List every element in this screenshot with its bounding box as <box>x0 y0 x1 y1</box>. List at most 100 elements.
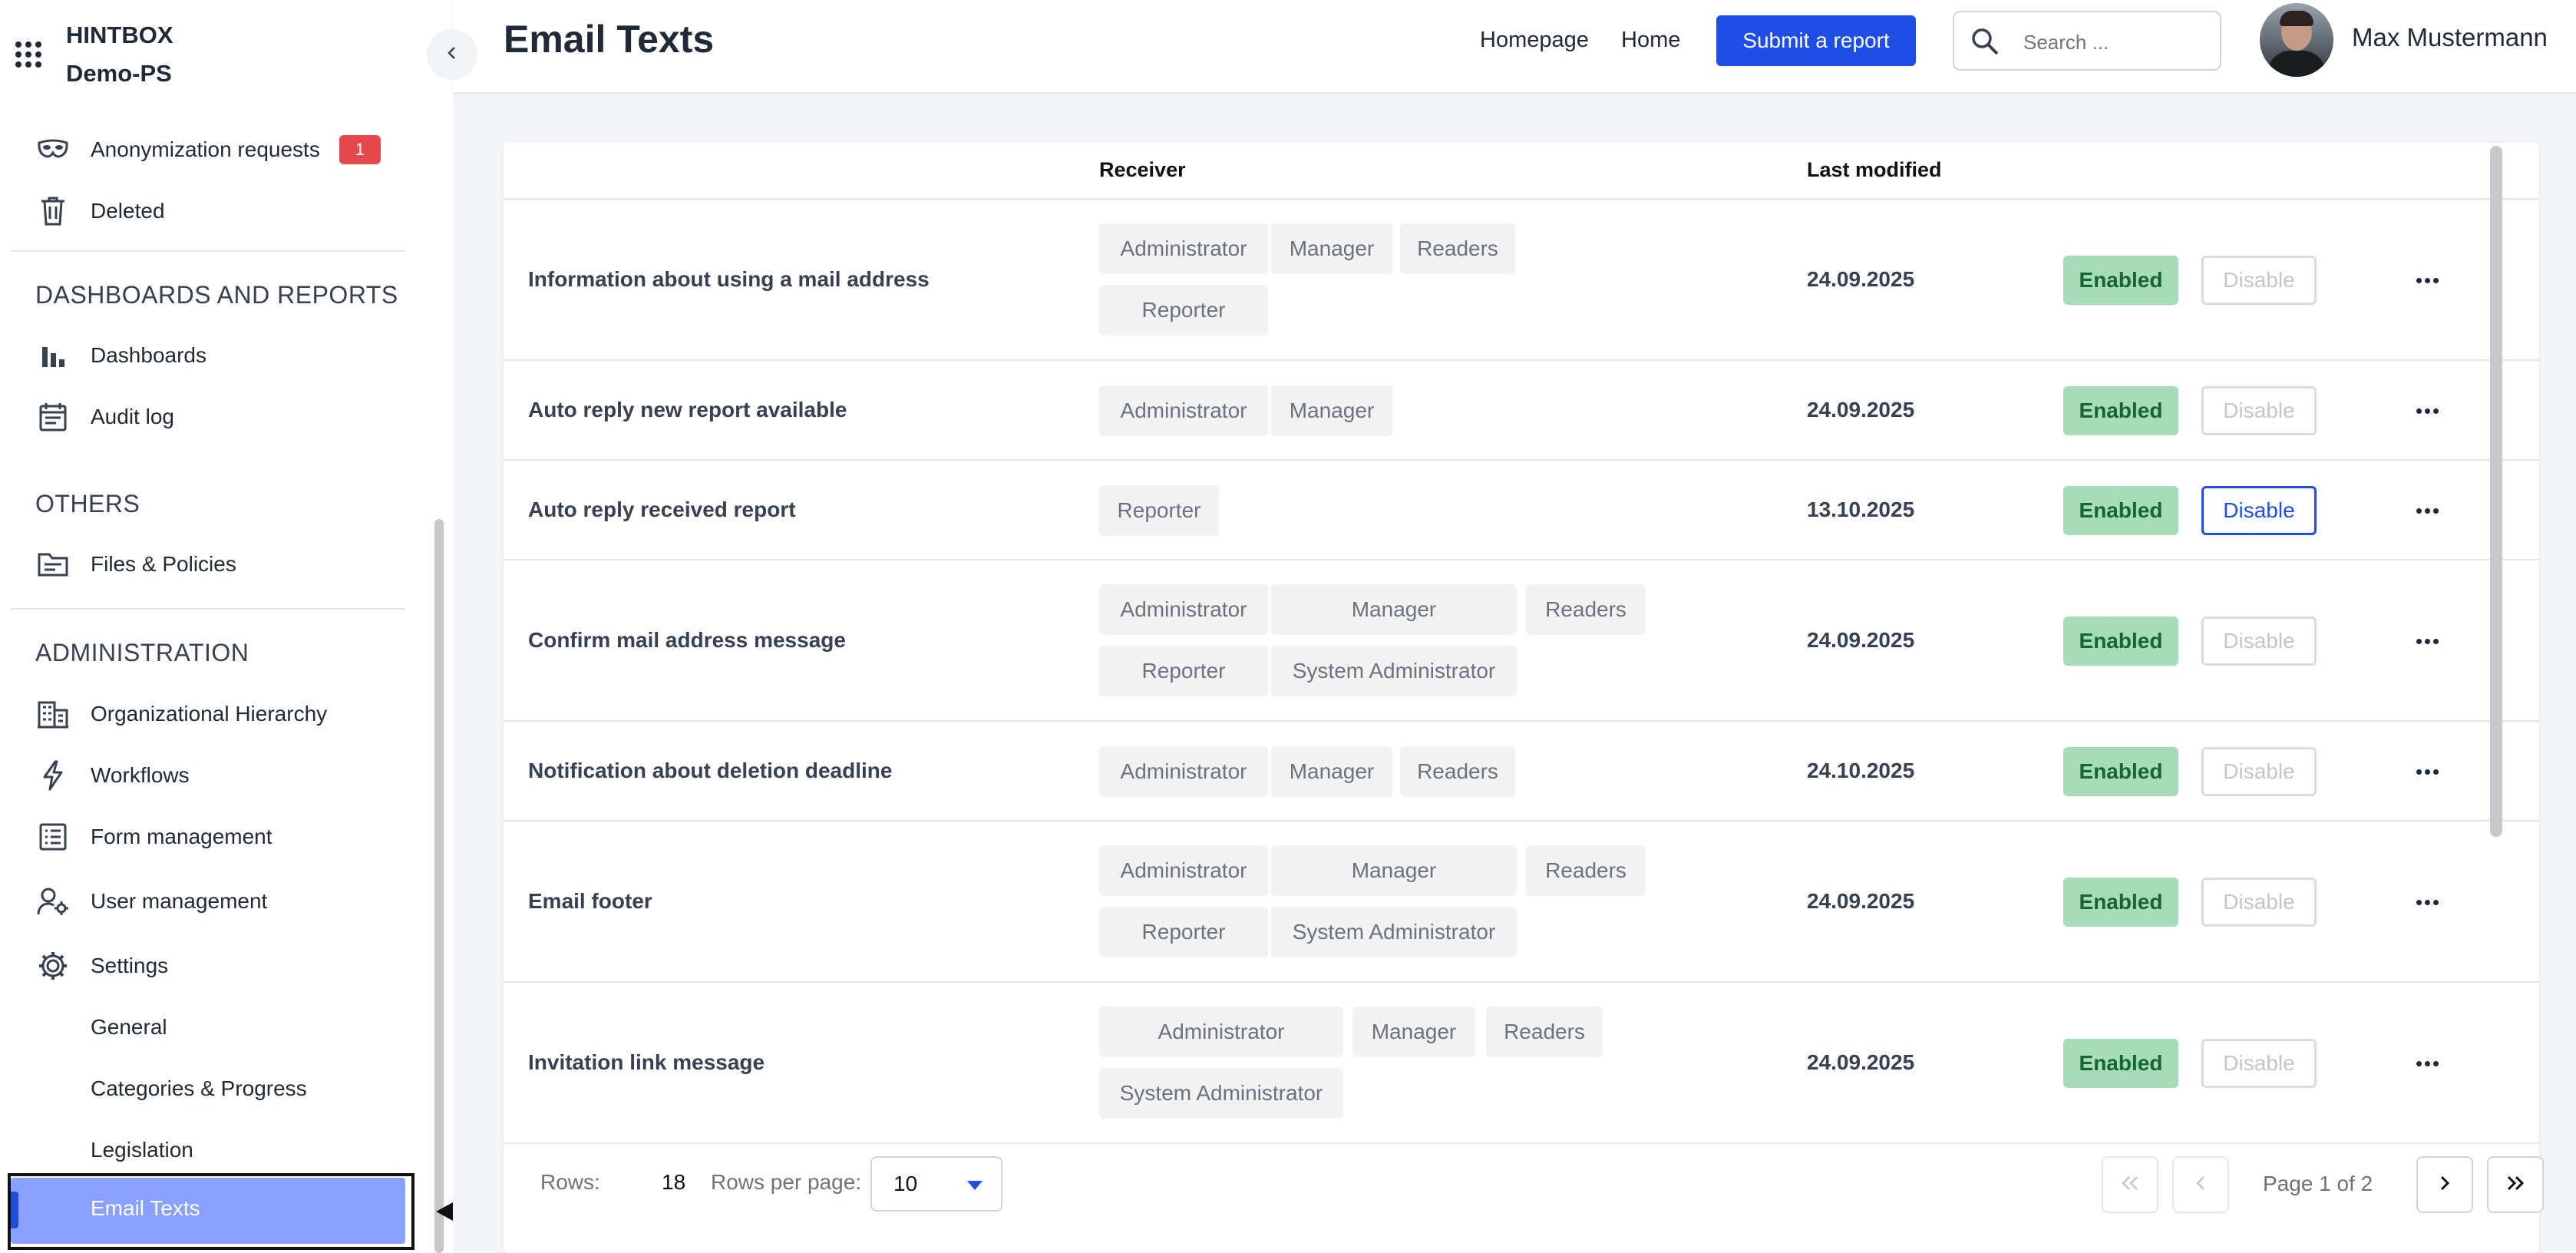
submit-report-button[interactable]: Submit a report <box>1716 15 1916 66</box>
disable-button[interactable]: Disable <box>2201 256 2317 305</box>
sidebar-item-workflows[interactable]: Workflows <box>0 751 430 800</box>
last-modified-date: 24.09.2025 <box>1807 889 1915 913</box>
sidebar-item-anonymization-requests[interactable]: Anonymization requests 1 <box>0 125 430 174</box>
brand-header: HINTBOX Demo-PS <box>0 0 453 123</box>
highlight-frame <box>8 1173 414 1250</box>
email-text-name[interactable]: Email footer <box>528 889 652 913</box>
more-options-icon[interactable] <box>2412 887 2442 917</box>
more-options-icon[interactable] <box>2412 395 2442 426</box>
next-page-button[interactable] <box>2416 1156 2473 1213</box>
more-options-icon[interactable] <box>2412 756 2442 787</box>
email-text-name[interactable]: Invitation link message <box>528 1050 765 1074</box>
table-row[interactable]: Auto reply new report available Administr… <box>504 361 2539 461</box>
sidebar-item-dashboards[interactable]: Dashboards <box>0 331 430 380</box>
enabled-status-button[interactable]: Enabled <box>2063 747 2178 796</box>
sidebar-item-form-management[interactable]: Form management <box>0 812 430 861</box>
sidebar-item-categories-progress[interactable]: Categories & Progress <box>0 1064 430 1113</box>
more-options-icon[interactable] <box>2412 495 2442 526</box>
homepage-link[interactable]: Homepage <box>1480 28 1589 52</box>
apps-grid-icon[interactable] <box>15 41 41 68</box>
sidebar-item-files-policies[interactable]: Files & Policies <box>0 540 430 589</box>
home-link[interactable]: Home <box>1621 28 1681 52</box>
disable-button[interactable]: Disable <box>2201 1039 2317 1088</box>
disable-button[interactable]: Disable <box>2201 386 2317 435</box>
table-row[interactable]: Notification about deletion deadline Admi… <box>504 722 2539 822</box>
top-bar: Email Texts Homepage Home Submit a repor… <box>453 0 2576 92</box>
section-title-administration: ADMINISTRATION <box>35 639 249 666</box>
collapse-sidebar-button[interactable] <box>427 29 477 80</box>
last-modified-date: 24.09.2025 <box>1807 267 1915 291</box>
sidebar-item-legislation[interactable]: Legislation <box>0 1126 430 1175</box>
last-page-button[interactable] <box>2487 1156 2544 1213</box>
more-options-icon[interactable] <box>2412 265 2442 296</box>
receiver-chip: Manager <box>1271 223 1392 274</box>
email-text-name[interactable]: Auto reply new report available <box>528 398 847 422</box>
gear-icon <box>35 948 71 984</box>
sidebar-item-label: Legislation <box>91 1138 193 1162</box>
sidebar-item-deleted[interactable]: Deleted <box>0 187 430 236</box>
search-box[interactable] <box>1953 11 2221 71</box>
column-header-last-modified: Last modified <box>1807 158 1942 181</box>
email-text-name[interactable]: Notification about deletion deadline <box>528 759 893 782</box>
user-gear-icon <box>35 884 71 919</box>
active-marker <box>11 1192 18 1228</box>
enabled-status-button[interactable]: Enabled <box>2063 878 2178 927</box>
email-text-name[interactable]: Auto reply received report <box>528 498 796 521</box>
email-text-name[interactable]: Confirm mail address message <box>528 628 846 652</box>
sidebar-item-user-management[interactable]: User management <box>0 877 430 926</box>
disable-button[interactable]: Disable <box>2201 747 2317 796</box>
user-name[interactable]: Max Mustermann <box>2352 23 2548 51</box>
table-row[interactable]: Information about using a mail address Ad… <box>504 200 2539 361</box>
table-row[interactable]: Email footer Administrator Manager Readers R… <box>504 822 2539 983</box>
enabled-status-button[interactable]: Enabled <box>2063 386 2178 435</box>
email-text-name[interactable]: Information about using a mail address <box>528 267 930 291</box>
disable-button[interactable]: Disable <box>2201 486 2317 535</box>
rows-per-page-value: 10 <box>893 1172 918 1195</box>
sidebar-item-settings[interactable]: Settings <box>0 941 430 990</box>
previous-page-button[interactable] <box>2172 1156 2229 1213</box>
enabled-status-button[interactable]: Enabled <box>2063 256 2178 305</box>
caret-down-icon <box>967 1181 983 1190</box>
sidebar-item-label: Email Texts <box>91 1196 200 1220</box>
receiver-chip: System Administrator <box>1271 907 1517 957</box>
sidebar-scrollbar[interactable] <box>434 519 444 1253</box>
sidebar-item-label: Form management <box>91 825 272 848</box>
receiver-chip: Readers <box>1526 584 1646 635</box>
table-row[interactable]: Auto reply received report Reporter 13.10.… <box>504 461 2539 560</box>
table-row[interactable]: Confirm mail address message Administrato… <box>504 560 2539 722</box>
sidebar-item-label: Categories & Progress <box>91 1076 307 1100</box>
email-texts-table: Receiver Last modified Information about… <box>504 143 2539 1253</box>
search-input[interactable] <box>2023 29 2208 55</box>
receiver-chip: Manager <box>1271 584 1517 635</box>
first-page-button[interactable] <box>2102 1156 2158 1213</box>
pointer-arrow-head <box>436 1202 453 1221</box>
receiver-chip: Reporter <box>1099 907 1268 957</box>
more-options-icon[interactable] <box>2412 1048 2442 1079</box>
table-row[interactable]: Invitation link message Administrator Mana… <box>504 983 2539 1144</box>
receiver-chip: System Administrator <box>1099 1068 1343 1119</box>
sidebar-item-email-texts[interactable]: Email Texts <box>11 1178 405 1244</box>
enabled-status-button[interactable]: Enabled <box>2063 486 2178 535</box>
sidebar-item-label: User management <box>91 889 268 913</box>
sidebar-item-label: Deleted <box>91 199 165 223</box>
table-footer: Rows: 18 Rows per page: 10 Page 1 of 2 <box>504 1136 2544 1236</box>
sidebar-item-audit-log[interactable]: Audit log <box>0 392 430 441</box>
sidebar-item-general[interactable]: General <box>0 1003 430 1052</box>
sidebar-item-organizational-hierarchy[interactable]: Organizational Hierarchy <box>0 689 430 739</box>
double-chevron-right-icon <box>2505 1175 2525 1195</box>
last-modified-date: 24.10.2025 <box>1807 759 1915 782</box>
table-scrollbar[interactable] <box>2490 146 2502 837</box>
list-form-icon <box>35 819 71 855</box>
enabled-status-button[interactable]: Enabled <box>2063 617 2178 666</box>
rows-per-page-select[interactable]: 10 <box>870 1156 1002 1212</box>
receiver-chip: Readers <box>1400 223 1515 274</box>
building-icon <box>35 696 71 732</box>
disable-button[interactable]: Disable <box>2201 878 2317 927</box>
more-options-icon[interactable] <box>2412 626 2442 656</box>
avatar[interactable] <box>2260 3 2333 77</box>
receiver-chip: Readers <box>1526 845 1646 896</box>
receiver-chip: Administrator <box>1099 385 1268 436</box>
enabled-status-button[interactable]: Enabled <box>2063 1039 2178 1088</box>
disable-button[interactable]: Disable <box>2201 617 2317 666</box>
brand-tenant: Demo-PS <box>66 60 172 87</box>
